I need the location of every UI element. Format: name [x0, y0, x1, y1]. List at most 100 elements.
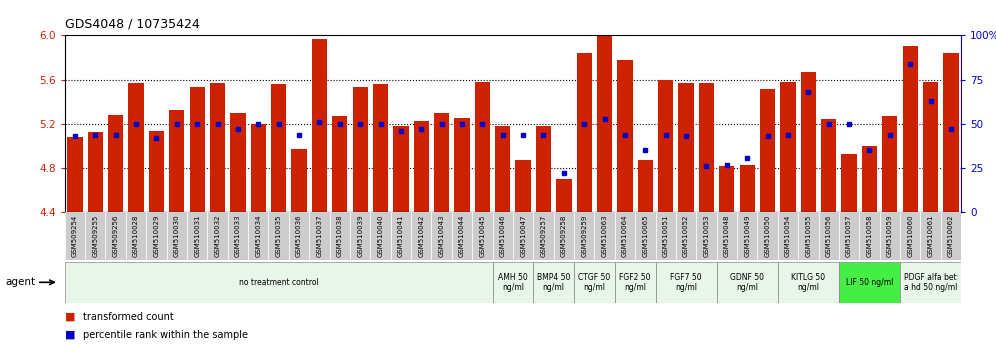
Bar [169, 109, 184, 212]
Bar [454, 118, 470, 212]
Text: transformed count: transformed count [83, 312, 173, 322]
Bar [536, 126, 551, 212]
Bar [475, 82, 490, 212]
Text: agent: agent [5, 277, 35, 287]
Text: PDGF alfa bet
a hd 50 ng/ml: PDGF alfa bet a hd 50 ng/ml [904, 273, 957, 292]
Bar [289, 212, 309, 260]
Bar [106, 212, 125, 260]
Bar [780, 82, 796, 212]
Bar [597, 30, 613, 212]
Text: GSM510052: GSM510052 [683, 215, 689, 257]
Bar [879, 212, 900, 260]
Text: FGF2 50
ng/ml: FGF2 50 ng/ml [620, 273, 651, 292]
Text: LIF 50 ng/ml: LIF 50 ng/ml [846, 278, 893, 287]
Bar [902, 46, 918, 212]
Bar [146, 212, 166, 260]
Bar [637, 160, 653, 212]
Text: GSM510041: GSM510041 [397, 215, 404, 257]
Text: GSM510043: GSM510043 [438, 215, 444, 257]
Text: GSM510060: GSM510060 [907, 215, 913, 257]
Text: GDS4048 / 10735424: GDS4048 / 10735424 [65, 18, 199, 31]
Bar [618, 60, 632, 212]
Text: GSM510057: GSM510057 [846, 215, 853, 257]
Bar [332, 116, 348, 212]
Text: GSM510031: GSM510031 [194, 215, 200, 257]
Bar [65, 212, 85, 260]
Bar [187, 212, 207, 260]
Bar [207, 212, 228, 260]
Bar [574, 262, 615, 303]
Text: GSM510064: GSM510064 [622, 215, 628, 257]
Bar [166, 212, 187, 260]
Text: GDNF 50
ng/ml: GDNF 50 ng/ml [730, 273, 764, 292]
Text: GSM510055: GSM510055 [806, 215, 812, 257]
Text: ■: ■ [65, 330, 76, 340]
Bar [269, 212, 289, 260]
Bar [740, 165, 755, 212]
Bar [595, 212, 615, 260]
Text: GSM510038: GSM510038 [337, 215, 343, 257]
Bar [353, 87, 368, 212]
Text: GSM510058: GSM510058 [867, 215, 872, 257]
Text: GSM509255: GSM509255 [93, 215, 99, 257]
Bar [65, 262, 493, 303]
Bar [717, 262, 778, 303]
Bar [108, 115, 124, 212]
Bar [533, 212, 554, 260]
Bar [85, 212, 106, 260]
Bar [760, 88, 775, 212]
Bar [839, 262, 900, 303]
Bar [577, 53, 592, 212]
Bar [699, 83, 714, 212]
Bar [923, 82, 938, 212]
Bar [125, 212, 146, 260]
Text: GSM510050: GSM510050 [765, 215, 771, 257]
Bar [411, 212, 431, 260]
Bar [330, 212, 350, 260]
Text: no treatment control: no treatment control [239, 278, 319, 287]
Text: percentile rank within the sample: percentile rank within the sample [83, 330, 248, 340]
Text: GSM510039: GSM510039 [358, 215, 364, 257]
Text: GSM510061: GSM510061 [927, 215, 933, 257]
Bar [495, 126, 510, 212]
Bar [271, 84, 286, 212]
Bar [900, 212, 920, 260]
Bar [615, 212, 635, 260]
Text: GSM509254: GSM509254 [72, 215, 78, 257]
Bar [635, 212, 655, 260]
Text: GSM510045: GSM510045 [479, 215, 485, 257]
Text: GSM510033: GSM510033 [235, 215, 241, 257]
Text: ■: ■ [65, 312, 76, 322]
Bar [554, 212, 574, 260]
Bar [860, 212, 879, 260]
Bar [350, 212, 371, 260]
Bar [390, 212, 411, 260]
Text: GSM510063: GSM510063 [602, 215, 608, 257]
Text: GSM509258: GSM509258 [561, 215, 567, 257]
Bar [778, 212, 798, 260]
Bar [717, 212, 737, 260]
Bar [862, 146, 877, 212]
Text: GSM510053: GSM510053 [703, 215, 709, 257]
Bar [778, 262, 839, 303]
Text: GSM510029: GSM510029 [153, 215, 159, 257]
Bar [88, 132, 103, 212]
Text: GSM510062: GSM510062 [948, 215, 954, 257]
Bar [413, 121, 429, 212]
Bar [68, 137, 83, 212]
Bar [941, 212, 961, 260]
Text: GSM510047: GSM510047 [520, 215, 526, 257]
Bar [434, 113, 449, 212]
Text: AMH 50
ng/ml: AMH 50 ng/ml [498, 273, 528, 292]
Bar [452, 212, 472, 260]
Text: GSM510035: GSM510035 [276, 215, 282, 257]
Bar [393, 126, 408, 212]
Bar [655, 212, 676, 260]
Bar [821, 119, 837, 212]
Bar [431, 212, 452, 260]
Bar [128, 83, 143, 212]
Text: GSM510028: GSM510028 [133, 215, 139, 257]
Bar [373, 84, 388, 212]
Text: GSM510030: GSM510030 [173, 215, 180, 257]
Bar [882, 116, 897, 212]
